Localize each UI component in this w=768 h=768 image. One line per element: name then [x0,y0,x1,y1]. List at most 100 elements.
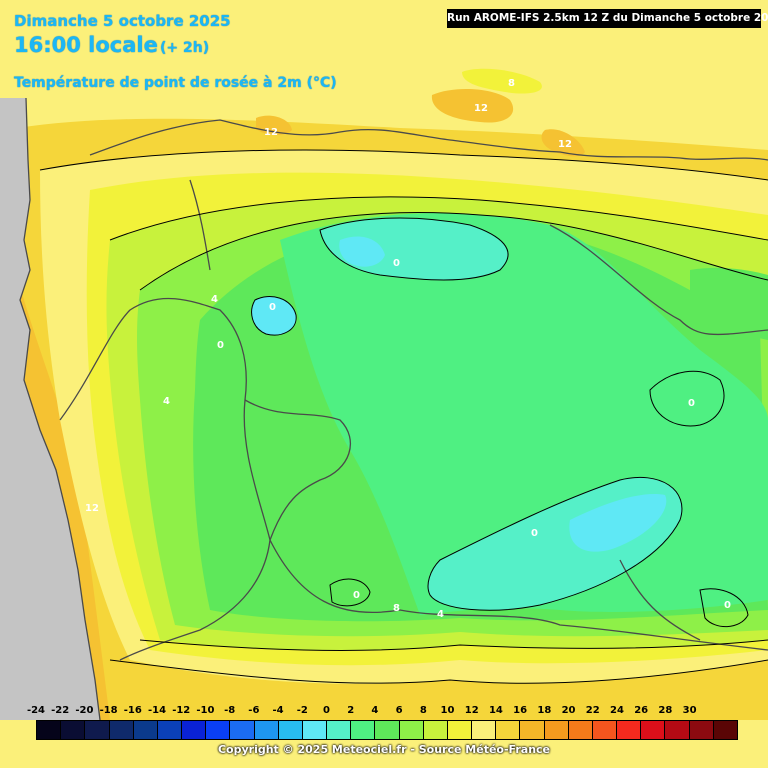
legend-swatch [85,721,110,739]
contour-0-south [329,578,371,607]
legend-label: -16 [123,705,142,716]
legend-swatch [327,721,352,739]
legend-swatch [375,721,400,739]
legend-swatch [641,721,666,739]
zone-2-4-east [690,267,768,340]
legend-swatch [302,721,328,739]
legend-label: 22 [585,705,600,716]
legend-label: 28 [658,705,673,716]
legend-swatch [472,721,497,739]
legend-label: 26 [634,705,649,716]
border-region-6 [619,559,701,641]
contour-8 [109,196,768,241]
forecast-date: Dimanche 5 octobre 2025 [14,12,231,30]
legend-label: -24 [26,705,46,716]
border-region-3 [269,539,768,651]
legend-swatch [399,721,424,739]
legend-label: 30 [682,705,697,716]
contour-label: 0 [353,590,360,601]
legend-label: -18 [99,705,118,716]
legend-label: -22 [51,705,70,716]
run-info-box: Run AROME-IFS 2.5km 12 Z du Dimanche 5 o… [447,9,768,28]
legend-swatch [109,721,134,739]
copyright-text: Copyright © 2025 Meteociel.fr - Source M… [217,743,551,756]
zone-8-10-north [462,68,542,94]
contour-0-southeast-2 [699,588,749,628]
legend-label: 6 [395,705,403,716]
legend-label: 24 [609,705,624,716]
contour-0-north [319,217,509,281]
border-region-2 [244,399,351,541]
contour-label: 12 [264,127,278,138]
legend-swatch [665,721,690,739]
contour-4 [139,212,768,291]
legend-swatch [61,721,86,739]
contour-8-south [109,659,768,684]
forecast-offset: (+ 2h) [160,40,210,56]
contour-0-east [649,370,725,427]
contour-label: 0 [531,528,538,539]
legend-swatch [206,721,231,739]
forecast-local-time: 16:00 locale [14,33,158,57]
legend-label: 0 [322,705,330,716]
legend-swatch [37,721,62,739]
contour-label: 12 [85,503,99,514]
zone-12-14-north-1 [431,88,514,123]
border-north [89,119,768,161]
legend-label: 4 [371,705,379,716]
legend-label: 14 [488,705,503,716]
contour-label: 0 [269,302,276,313]
legend-label: 12 [464,705,479,716]
legend-swatch [254,721,279,739]
legend-swatch [157,721,183,739]
legend-swatch [133,721,158,739]
legend-swatch [423,721,448,739]
coastline [19,97,101,721]
contour-label: 0 [217,340,224,351]
legend-label: -20 [75,705,94,716]
zone-minus2-0-southeast [569,494,667,552]
zone-minus2-0-west [251,296,297,336]
legend-label: -4 [272,705,284,716]
contour-4-south [139,639,768,651]
legend-label: -14 [147,705,167,716]
border-region-5 [189,179,211,271]
legend-swatch [544,721,569,739]
border-region-4 [549,224,768,336]
zone-12-14-north-2 [541,129,585,157]
legend-swatch [447,721,473,739]
contour-label: 12 [474,103,488,114]
legend-label: -6 [248,705,260,716]
legend-swatch [182,721,207,739]
parameter-title: Température de point de rosée à 2m (°C) [14,75,337,91]
legend-label: 20 [561,705,576,716]
contour-12 [39,149,768,181]
sea-area [0,98,100,720]
contour-label: 8 [508,78,515,89]
legend-labels: -24 -22 -20 -18 -16 -14 -12 -10 -8 -6 -4 -2 0 2 4 6 8 10 1… [26,705,746,719]
legend-swatch [278,721,303,739]
contour-label: 4 [437,609,444,620]
contour-0-west [251,296,297,336]
legend-color-bar [36,720,738,740]
legend-label: -12 [172,705,191,716]
legend-swatch [689,721,714,739]
legend-swatch [568,721,593,739]
zone-minus4-minus2-north [339,236,385,267]
legend-swatch [617,721,642,739]
legend-label: -2 [296,705,308,716]
legend-swatch [351,721,376,739]
legend-label: 8 [419,705,427,716]
legend-swatch [713,721,737,739]
legend-swatch [520,721,545,739]
contour-label: 0 [393,258,400,269]
contour-label: 0 [724,600,731,611]
legend-label: -8 [224,705,236,716]
legend-label: 18 [537,705,552,716]
contour-label: 12 [558,139,572,150]
contour-0-southeast [427,476,683,611]
contour-label: 8 [393,603,400,614]
contour-label: 4 [163,396,170,407]
contour-label: 4 [211,294,218,305]
